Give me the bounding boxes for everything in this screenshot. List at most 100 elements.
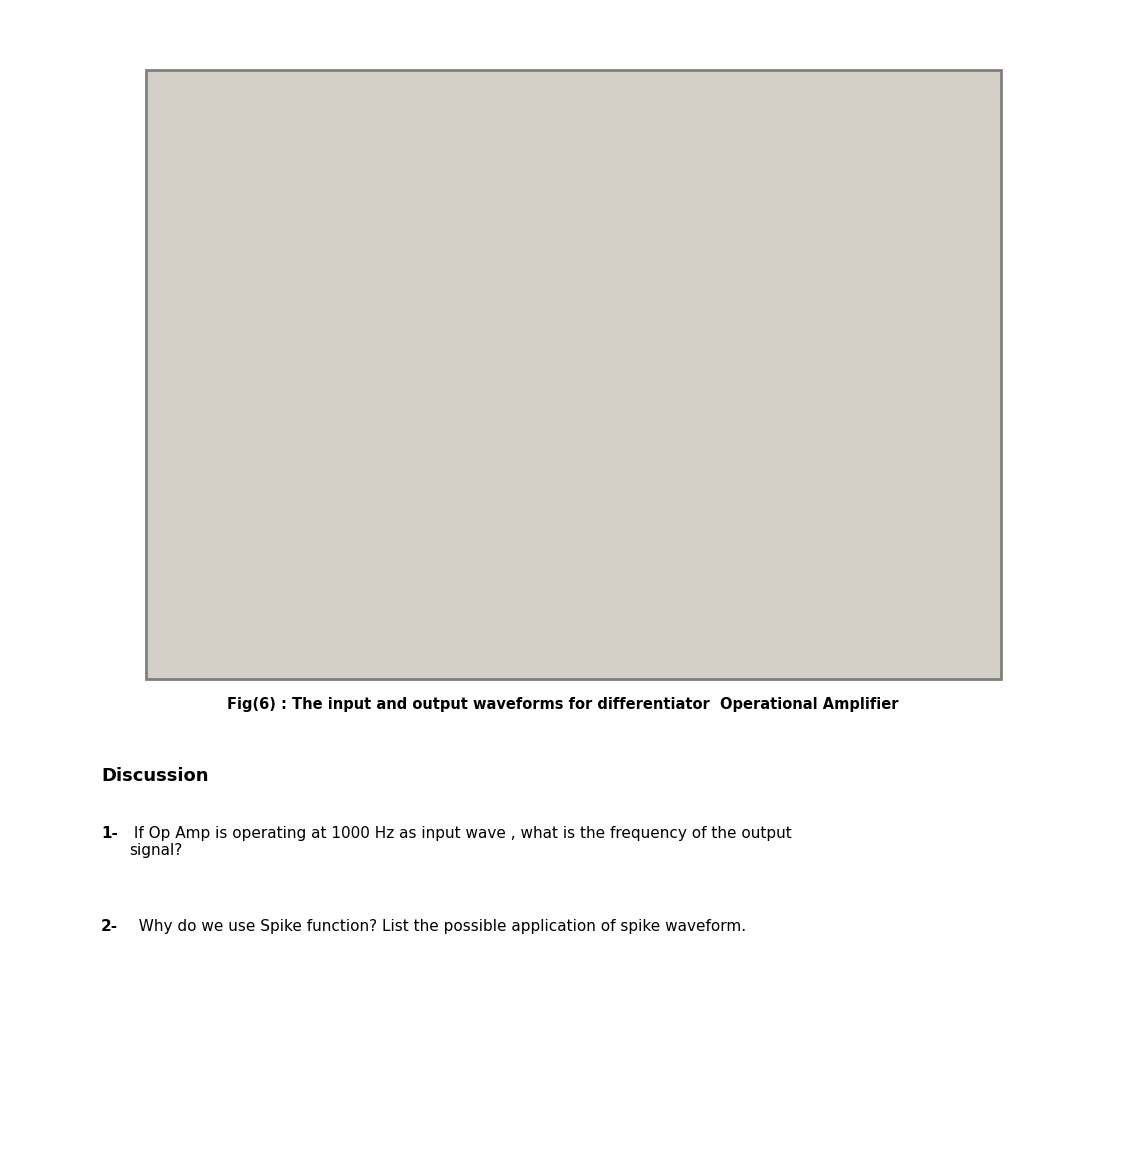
Text: Level:: Level: [672,649,701,659]
Text: ↑: ↑ [802,631,810,641]
Text: Time: Time [278,571,302,582]
Text: Scale:: Scale: [324,628,353,638]
Text: 1 V/Div: 1 V/Div [403,631,435,639]
Text: Ext: Ext [956,631,971,641]
FancyBboxPatch shape [727,650,824,662]
FancyBboxPatch shape [940,629,987,643]
Text: AC: AC [330,663,342,671]
Text: Channel A: Channel A [332,623,383,632]
Text: Add: Add [197,663,213,671]
Text: A/B: A/B [270,663,285,671]
Circle shape [421,665,447,669]
Text: 379.198 ms: 379.198 ms [261,580,318,589]
Text: X pos.(Div):: X pos.(Div): [154,650,206,658]
Text: Reverse: Reverse [750,576,792,586]
Text: 379.198 ms: 379.198 ms [261,594,318,603]
FancyBboxPatch shape [965,73,998,94]
FancyBboxPatch shape [150,569,688,618]
Text: 1.086 V: 1.086 V [415,580,452,589]
FancyBboxPatch shape [423,650,469,660]
FancyBboxPatch shape [752,662,824,672]
Text: Save: Save [758,596,784,605]
Text: A: A [856,631,862,641]
Text: T1: T1 [159,580,172,589]
Circle shape [605,665,631,669]
Text: Auto: Auto [858,663,879,671]
Text: Ext. trigger: Ext. trigger [842,595,896,604]
FancyBboxPatch shape [189,662,220,672]
Text: Channel_A: Channel_A [408,571,460,582]
Text: 1 V/Div: 1 V/Div [573,631,605,639]
FancyBboxPatch shape [556,662,584,672]
Text: Timebase: Timebase [154,623,201,632]
FancyBboxPatch shape [524,662,551,672]
Text: 1-: 1- [101,826,118,841]
FancyBboxPatch shape [489,623,655,667]
Text: If Op Amp is operating at 1000 Hz as input wave , what is the frequency of the o: If Op Amp is operating at 1000 Hz as inp… [129,826,792,858]
FancyBboxPatch shape [386,662,414,672]
Text: ✕: ✕ [976,78,987,88]
Text: Y pos.(Div):: Y pos.(Div): [324,650,376,658]
Text: 0.000 V: 0.000 V [555,607,593,617]
FancyBboxPatch shape [225,662,258,672]
Text: ◄  ►: ◄ ► [206,580,225,589]
Text: ▼: ▼ [156,192,164,203]
Text: Y pos.(Div):: Y pos.(Div): [493,650,544,658]
FancyBboxPatch shape [836,629,882,643]
FancyBboxPatch shape [667,623,993,667]
FancyBboxPatch shape [152,662,184,672]
Text: 0: 0 [613,650,619,660]
Text: 500 us/Div: 500 us/Div [229,631,278,639]
Text: 643.751 mV: 643.751 mV [544,594,603,603]
FancyBboxPatch shape [255,650,303,660]
Text: Single: Single [694,663,720,671]
FancyBboxPatch shape [672,662,744,672]
Text: 0: 0 [772,650,778,660]
Text: 1.086 V: 1.086 V [415,594,452,603]
Text: 0: 0 [276,650,282,660]
Text: ƒ: ƒ [752,631,755,641]
FancyBboxPatch shape [914,662,986,672]
FancyBboxPatch shape [540,629,638,642]
Text: Fig(6) : The input and output waveforms for differentiator  Operational Amplifie: Fig(6) : The input and output waveforms … [227,697,898,712]
FancyBboxPatch shape [262,662,294,672]
Text: Oscilloscope-XSC1: Oscilloscope-XSC1 [155,78,256,88]
FancyBboxPatch shape [188,591,243,604]
FancyBboxPatch shape [713,593,828,609]
Text: V: V [832,651,839,660]
Text: Trigger: Trigger [672,623,704,632]
Text: Edge:: Edge: [672,628,699,638]
FancyBboxPatch shape [370,629,468,642]
Text: 0: 0 [536,663,540,671]
FancyBboxPatch shape [850,575,909,586]
FancyBboxPatch shape [492,662,520,672]
FancyBboxPatch shape [150,623,306,667]
Text: Why do we use Spike function? List the possible application of spike waveform.: Why do we use Spike function? List the p… [129,919,747,934]
FancyBboxPatch shape [205,629,303,642]
Text: AC: AC [500,663,511,671]
Text: Channel B: Channel B [502,623,551,632]
Text: 0.000 V: 0.000 V [415,607,452,617]
Text: 0: 0 [443,650,449,660]
Text: DC: DC [394,663,406,671]
Text: B: B [908,631,915,641]
Text: Y/T: Y/T [162,663,174,671]
Text: 2-: 2- [101,919,118,934]
Text: Scale:: Scale: [493,628,523,638]
FancyBboxPatch shape [783,629,829,643]
Text: Channel_B: Channel_B [548,571,600,582]
Text: B/A: B/A [234,663,249,671]
Text: ◄  ►: ◄ ► [206,594,225,603]
Text: None: None [938,663,960,671]
FancyBboxPatch shape [354,662,382,672]
Text: >: > [980,575,988,586]
Text: -: - [601,663,604,671]
Text: <: < [160,575,168,586]
Text: T2: T2 [159,594,172,603]
FancyBboxPatch shape [730,629,776,643]
Circle shape [970,598,1000,602]
Text: Scale:: Scale: [154,628,183,638]
Text: DC: DC [564,663,576,671]
FancyBboxPatch shape [713,573,828,589]
Text: T2-T1: T2-T1 [159,607,188,617]
